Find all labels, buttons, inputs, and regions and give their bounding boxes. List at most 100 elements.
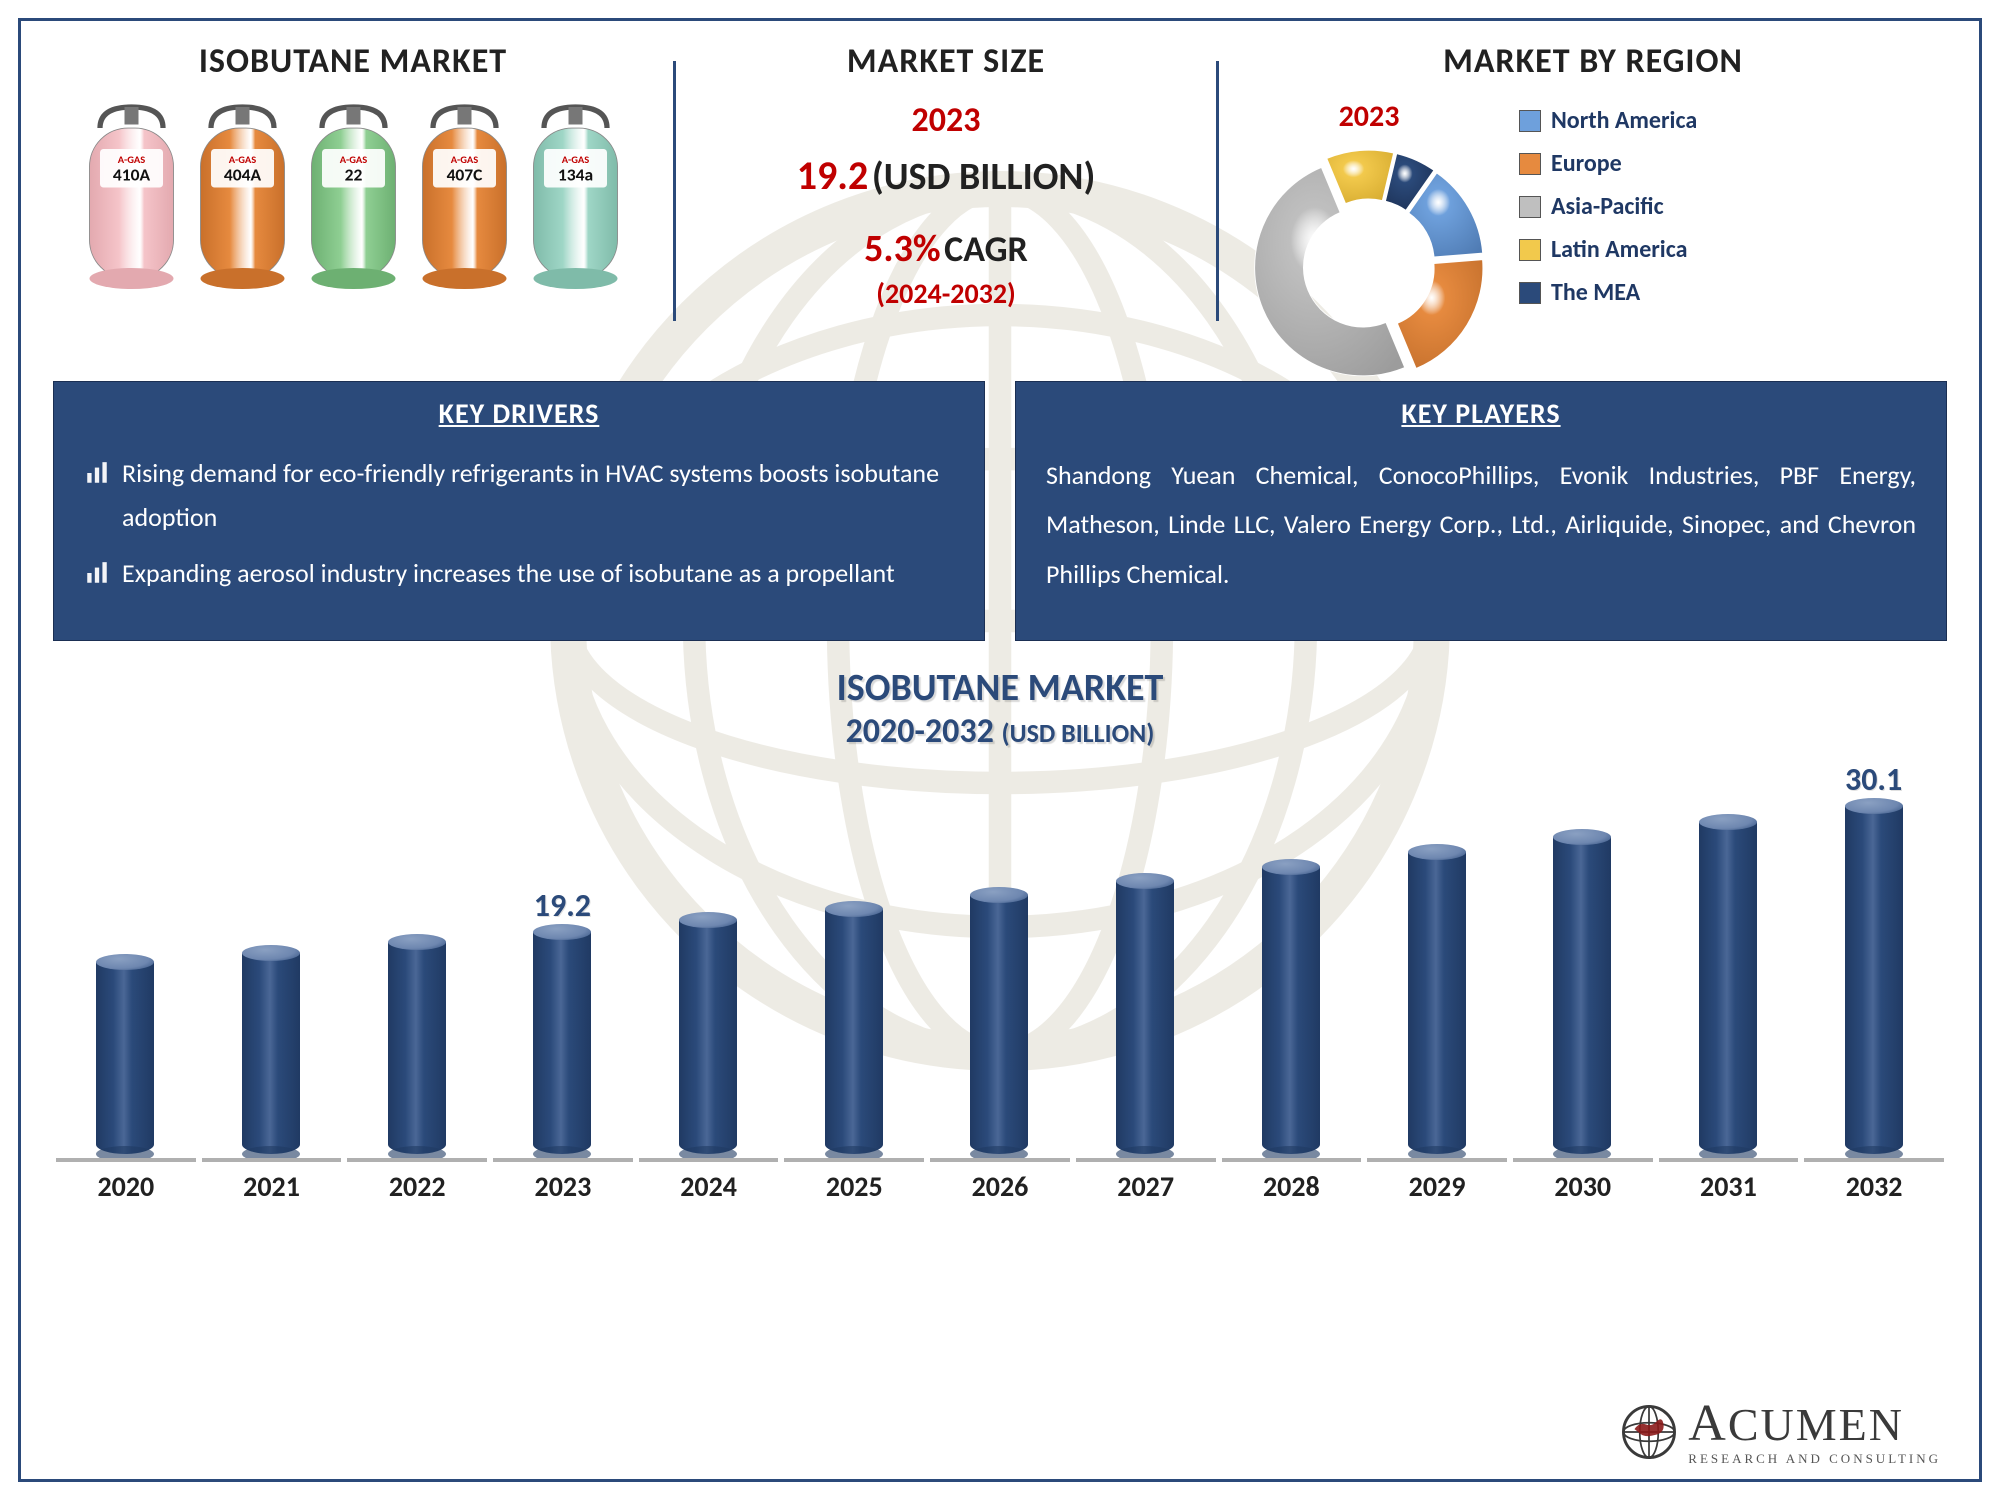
market-size-year: 2023: [696, 100, 1196, 141]
top-row: ISOBUTANE MARKET: [53, 41, 1947, 411]
legend-label: Latin America: [1551, 235, 1687, 264]
category-label: 2029: [1364, 1169, 1510, 1204]
region-donut-chart: [1239, 135, 1499, 395]
category-label: 2024: [636, 1169, 782, 1204]
brand-logo: ACUMEN RESEARCH AND CONSULTING: [1620, 1398, 1941, 1465]
legend-label: North America: [1551, 106, 1697, 135]
bar: 19.2: [533, 932, 591, 1154]
axis-segment: [639, 1158, 779, 1162]
legend-label: The MEA: [1551, 278, 1640, 307]
category-label: 2028: [1219, 1169, 1365, 1204]
bar-slot: [1510, 774, 1656, 1154]
legend-label: Asia-Pacific: [1551, 192, 1664, 221]
bar-slot: [344, 774, 490, 1154]
gas-cylinder: A-GAS 410A: [79, 100, 184, 298]
category-label: 2022: [344, 1169, 490, 1204]
market-size-value: 19.2: [797, 151, 869, 200]
axis-segment: [1804, 1158, 1944, 1162]
legend-item: Europe: [1519, 149, 1697, 178]
cagr-value: 5.3%: [864, 226, 940, 272]
bar-slot: [199, 774, 345, 1154]
driver-item: Expanding aerosol industry increases the…: [84, 551, 954, 599]
axis-segment: [1513, 1158, 1653, 1162]
bar-chart-icon: [84, 551, 122, 599]
bar-chart-icon: [84, 451, 122, 499]
category-label: 2026: [927, 1169, 1073, 1204]
axis-segment: [1367, 1158, 1507, 1162]
market-size-value-line: 19.2 (USD BILLION): [696, 151, 1196, 200]
bars-area: 19.2: [53, 764, 1947, 1204]
category-label: 2020: [53, 1169, 199, 1204]
bar: [1699, 822, 1757, 1154]
globe-icon: [1620, 1403, 1678, 1461]
panel-key-drivers: KEY DRIVERS Rising demand for eco-friend…: [53, 381, 985, 641]
gas-cylinder: A-GAS 407C: [412, 100, 517, 298]
axis-segment: [930, 1158, 1070, 1162]
svg-text:407C: 407C: [446, 164, 483, 186]
axis-segment: [56, 1158, 196, 1162]
category-label: 2027: [1073, 1169, 1219, 1204]
driver-item: Rising demand for eco-friendly refrigera…: [84, 451, 954, 539]
bar-value-label: 19.2: [462, 886, 662, 925]
axis-segment: [1076, 1158, 1216, 1162]
axis-segment: [1222, 1158, 1362, 1162]
category-label: 2025: [781, 1169, 927, 1204]
category-label: 2021: [199, 1169, 345, 1204]
driver-text: Expanding aerosol industry increases the…: [122, 551, 895, 595]
bar: [1116, 881, 1174, 1154]
bar-chart-block: ISOBUTANE MARKET 2020-2032 (USD BILLION): [53, 665, 1947, 1204]
bar: [1408, 852, 1466, 1154]
cagr-label: CAGR: [944, 227, 1028, 271]
brand-tagline: RESEARCH AND CONSULTING: [1688, 1452, 1941, 1465]
section3-title: MARKET BY REGION: [1239, 41, 1947, 82]
bar: [679, 920, 737, 1154]
axis-segment: [202, 1158, 342, 1162]
panel-key-players: KEY PLAYERS Shandong Yuean Chemical, Con…: [1015, 381, 1947, 641]
bar-slot: [1219, 774, 1365, 1154]
bar-slot: [927, 774, 1073, 1154]
outer-frame: ISOBUTANE MARKET: [18, 18, 1982, 1482]
market-size-unit: (USD BILLION): [872, 154, 1095, 200]
bar-slot: 30.1: [1801, 774, 1947, 1154]
section-market-size: MARKET SIZE 2023 19.2 (USD BILLION) 5.3%…: [676, 41, 1216, 411]
chart-unit: (USD BILLION): [1002, 717, 1155, 749]
bar-slot: [636, 774, 782, 1154]
legend-item: North America: [1519, 106, 1697, 135]
inner-content: ISOBUTANE MARKET: [21, 21, 1979, 1479]
legend-item: Latin America: [1519, 235, 1697, 264]
axis-segment: [347, 1158, 487, 1162]
gas-cylinder: A-GAS 134a: [523, 100, 628, 298]
axis-segment: [784, 1158, 924, 1162]
bar-slot: [1073, 774, 1219, 1154]
axis-segment: [1659, 1158, 1799, 1162]
svg-text:404A: 404A: [223, 164, 261, 186]
bar-slot: [781, 774, 927, 1154]
chart-title-line2: 2020-2032 (USD BILLION): [53, 711, 1947, 752]
bar-value-label: 30.1: [1774, 760, 1974, 799]
gas-cylinder: A-GAS 22: [301, 100, 406, 298]
legend-item: Asia-Pacific: [1519, 192, 1697, 221]
bar: [388, 942, 446, 1154]
cagr-line: 5.3% CAGR: [696, 226, 1196, 272]
key-drivers-title: KEY DRIVERS: [84, 396, 954, 431]
cylinders-row: A-GAS 410A: [53, 100, 653, 298]
bar-slot: 19.2: [490, 774, 636, 1154]
section2-title: MARKET SIZE: [696, 41, 1196, 82]
legend-label: Europe: [1551, 149, 1622, 178]
bar: [825, 909, 883, 1154]
svg-text:22: 22: [344, 164, 362, 186]
category-label: 2030: [1510, 1169, 1656, 1204]
brand-name: ACUMEN: [1688, 1398, 1941, 1450]
bar: [970, 895, 1028, 1154]
bar-slot: [53, 774, 199, 1154]
bar: [1262, 867, 1320, 1154]
key-players-title: KEY PLAYERS: [1046, 396, 1916, 431]
bar: [1553, 837, 1611, 1154]
key-players-text: Shandong Yuean Chemical, ConocoPhillips,…: [1046, 451, 1916, 599]
cagr-range: (2024-2032): [696, 276, 1196, 311]
bar-slot: [1656, 774, 1802, 1154]
panels-row: KEY DRIVERS Rising demand for eco-friend…: [53, 381, 1947, 641]
bar: [242, 953, 300, 1154]
section1-title: ISOBUTANE MARKET: [53, 41, 653, 82]
region-year: 2023: [1239, 98, 1499, 135]
